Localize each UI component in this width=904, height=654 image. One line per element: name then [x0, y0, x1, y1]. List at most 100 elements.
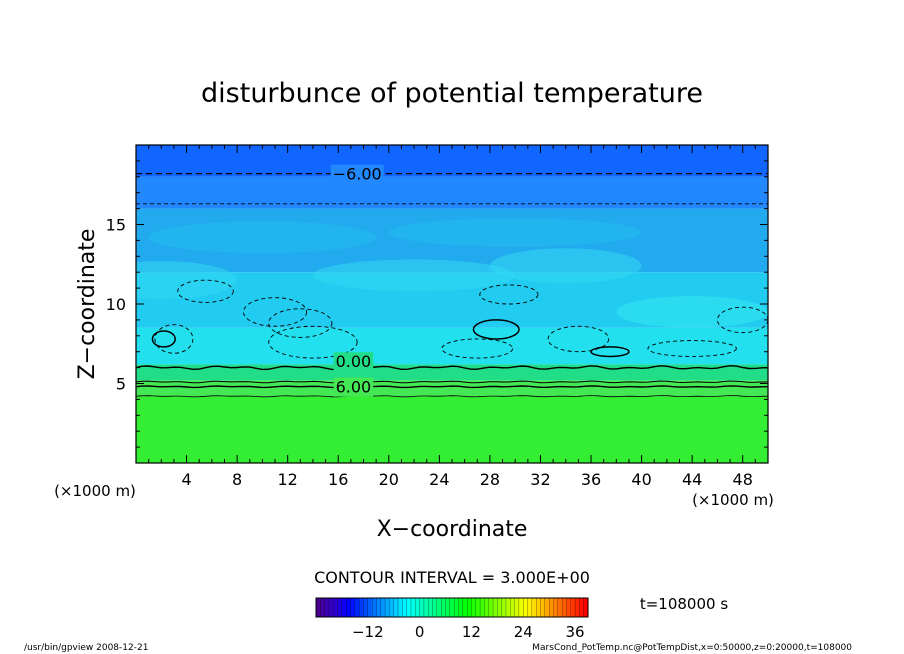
contour-blob-11 [590, 346, 630, 358]
colorbar-cell [505, 597, 511, 618]
colorbar-cell [501, 597, 507, 618]
contour-blob-10 [472, 319, 520, 340]
contour-label-2: 6.00 [336, 378, 372, 397]
colorbar-cell [557, 597, 563, 618]
contour-interval-text: CONTOUR INTERVAL = 3.000E+00 [314, 568, 590, 587]
field-band-0 [136, 396, 768, 463]
colorbar-cell [492, 597, 498, 618]
colorbar-cell [462, 597, 468, 618]
contour-label-bg-2 [333, 377, 374, 397]
y-axis: 5 10 15 [106, 160, 768, 448]
x-tick-label: 44 [682, 470, 702, 489]
footer-right: MarsCond_PotTemp.nc@PotTempDist,x=0:5000… [532, 643, 852, 653]
contour-layer [136, 173, 768, 398]
colorbar-cell [454, 597, 460, 618]
contour-blob-4 [268, 325, 358, 359]
colorbar-cell [359, 597, 365, 618]
colorbar-cell [315, 597, 321, 618]
colorbar-cell [549, 597, 554, 618]
contour-blob-7 [441, 338, 514, 359]
colorbar-cell [523, 597, 529, 618]
x-tick-label: 36 [581, 470, 601, 489]
x-tick-label: 32 [530, 470, 550, 489]
field-band-1 [136, 380, 768, 397]
colorbar-cell [475, 597, 481, 618]
contour-blob-0 [154, 324, 194, 354]
contour-blob-6 [547, 325, 610, 353]
y-axis-label: Z−coordinate [75, 229, 100, 380]
field-band-7 [136, 145, 768, 177]
colorbar-cell [341, 597, 347, 618]
colorbar-cell [540, 597, 546, 618]
x-tick-label: 48 [733, 470, 753, 489]
field-layer [136, 145, 768, 463]
x-tick-label: 8 [232, 470, 242, 489]
colorbar-cell [479, 597, 485, 618]
colorbar-cell [397, 597, 403, 618]
colorbar-cell [531, 597, 537, 618]
colorbar-cell [389, 597, 395, 618]
field-patch-2 [489, 248, 642, 284]
contour-6 [136, 385, 768, 389]
colorbar-cell [484, 597, 490, 618]
colorbar-cell [384, 597, 390, 618]
colorbar-cell [324, 597, 330, 618]
colorbar-cell [415, 597, 421, 618]
colorbar [315, 597, 589, 618]
colorbar-cell [428, 597, 434, 618]
y-tick-label: 15 [106, 216, 126, 235]
y-tick-label: 10 [106, 295, 126, 314]
colorbar-cell [445, 597, 451, 618]
colorbar-cell [471, 597, 477, 618]
colorbar-cell [441, 597, 447, 618]
colorbar-cell [527, 597, 533, 618]
x-unit-left: (×1000 m) [54, 482, 136, 500]
colorbar-cell [510, 597, 516, 618]
chart-title: disturbunce of potential temperature [201, 78, 703, 109]
x-tick-label: 4 [181, 470, 191, 489]
colorbar-cell [354, 597, 360, 618]
colorbar-cell [337, 597, 343, 618]
colorbar-cell [449, 597, 455, 618]
colorbar-cell [566, 597, 572, 618]
contour-label-0: −6.00 [333, 165, 382, 184]
colorbar-cell [488, 597, 494, 618]
colorbar-cell [423, 597, 429, 618]
colorbar-cell [346, 597, 352, 618]
colorbar-tick-label: 0 [415, 623, 425, 641]
colorbar-tick-label: 36 [566, 623, 585, 641]
x-unit-right: (×1000 m) [692, 491, 774, 509]
colorbar-cell [328, 597, 334, 618]
field-patch-0 [136, 261, 238, 300]
colorbar-cell [333, 597, 339, 618]
field-patch-4 [388, 218, 642, 247]
colorbar-cell [466, 597, 472, 618]
colorbar-tick-label: 24 [514, 623, 533, 641]
time-label: t=108000 s [640, 595, 728, 613]
contour-0 [136, 364, 768, 371]
contour-blob-12 [151, 330, 176, 348]
contour-label-bg-0 [330, 164, 384, 184]
x-tick-label: 28 [480, 470, 500, 489]
colorbar-cell [436, 597, 442, 618]
contour-label-layer: −6.00 0.00 6.00 [330, 164, 384, 397]
colorbar-cell [458, 597, 464, 618]
colorbar-cell [579, 597, 585, 618]
colorbar-cell [376, 597, 382, 618]
colorbar-tick-label: −12 [352, 623, 384, 641]
y-tick-label: 5 [116, 375, 126, 394]
colorbar-cell [402, 597, 408, 618]
contour-label-1: 0.00 [336, 352, 372, 371]
colorbar-tick-label: 12 [462, 623, 481, 641]
field-patch-5 [616, 296, 768, 328]
x-axis: 4 8 12 16 20 24 28 32 36 40 44 48 [148, 145, 756, 489]
contour-blob-1 [177, 279, 234, 303]
colorbar-cell [320, 597, 326, 618]
contour-blob-2 [242, 297, 308, 327]
contour-9 [136, 395, 768, 398]
colorbar-cell [514, 597, 520, 618]
colorbar-cell [350, 597, 356, 618]
footer-left: /usr/bin/gpview 2008-12-21 [24, 643, 148, 653]
field-band-6 [136, 176, 768, 209]
